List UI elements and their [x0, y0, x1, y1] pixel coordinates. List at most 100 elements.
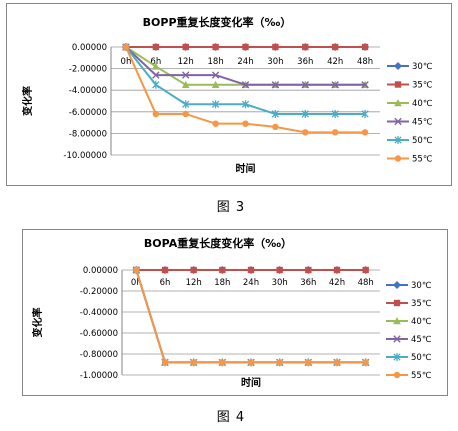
legend-marker	[394, 136, 402, 144]
y-tick-label: -0.40000	[80, 308, 118, 318]
series-6	[122, 43, 369, 136]
x-tick-label: 30h	[272, 278, 288, 288]
legend-entry: 45℃	[386, 335, 432, 345]
x-tick-label: 42h	[327, 57, 343, 67]
legend-label: 50℃	[412, 136, 433, 146]
data-point	[181, 80, 190, 88]
legend-entry: 40℃	[386, 317, 432, 327]
legend-label: 55℃	[412, 155, 433, 165]
x-tick-label: 12h	[186, 278, 202, 288]
y-tick-label: -8.00000	[69, 129, 107, 139]
data-point	[182, 43, 189, 51]
data-point	[211, 100, 220, 109]
y-tick-label: 0.00000	[83, 266, 118, 276]
series-6	[133, 266, 369, 366]
series-2	[122, 43, 369, 51]
data-point	[333, 266, 341, 274]
legend-marker	[394, 81, 402, 88]
legend-entry: 55℃	[387, 155, 433, 165]
x-tick-label: 42h	[329, 278, 345, 288]
data-point	[241, 100, 250, 109]
legend-entry: 30℃	[387, 62, 433, 72]
x-axis-title: 时间	[236, 162, 256, 175]
data-point	[302, 129, 309, 136]
y-tick-label: -2.00000	[69, 65, 107, 75]
series-2	[133, 266, 369, 274]
data-point	[271, 109, 280, 118]
chart-title: BOPA重复长度变化率（‰）	[144, 236, 292, 250]
data-point	[182, 71, 190, 79]
data-point	[212, 43, 219, 51]
legend-label: 40℃	[411, 317, 432, 327]
chart-panel-bopp: BOPP重复长度变化率（‰） 0.00000 -2.00000 -4.00000 -6.…	[6, 3, 452, 186]
data-point	[302, 43, 309, 51]
data-point	[361, 129, 369, 136]
data-point	[331, 43, 339, 51]
y-tick-label: -0.60000	[80, 329, 118, 339]
y-tick-label: -0.20000	[80, 287, 118, 297]
x-tick-label: 12h	[178, 57, 194, 67]
x-tick-label: 0h	[131, 278, 142, 288]
data-point	[152, 62, 160, 70]
x-tick-label: 18h	[214, 278, 230, 288]
data-point	[161, 359, 169, 366]
x-tick-label: 48h	[358, 278, 374, 288]
data-point	[211, 71, 220, 79]
data-point	[182, 110, 189, 118]
data-point	[152, 43, 160, 51]
data-point	[152, 80, 160, 89]
x-tick-label: 24h	[243, 278, 259, 288]
y-tick-label: 0.00000	[72, 43, 107, 53]
x-tick-label: 48h	[357, 57, 373, 67]
data-point	[247, 266, 255, 274]
data-point	[152, 71, 160, 79]
legend-label: 35℃	[411, 299, 432, 309]
legend-label: 45℃	[412, 118, 433, 128]
data-point	[211, 80, 220, 88]
x-tick-label: 36h	[297, 57, 313, 67]
legend-entry: 30℃	[386, 281, 432, 291]
legend-label: 50℃	[411, 353, 432, 363]
legend-entry: 55℃	[386, 371, 432, 381]
data-point	[242, 120, 249, 127]
legend-marker	[393, 353, 401, 361]
y-tick-label: -0.80000	[80, 350, 118, 360]
x-tick-label: 24h	[237, 57, 253, 67]
data-point	[219, 359, 226, 366]
data-point	[272, 43, 279, 51]
y-axis-title: 变化率	[31, 308, 44, 338]
legend-entry: 50℃	[386, 353, 432, 363]
data-point	[331, 109, 339, 118]
x-tick-label: 6h	[160, 278, 171, 288]
chart-panel-bopa: BOPA重复长度变化率（‰） 0.00000 -0.20000 -0.40000 -0.…	[22, 229, 448, 396]
data-point	[361, 81, 369, 89]
data-point	[247, 359, 255, 366]
legend-marker	[393, 371, 401, 379]
figure-caption-3: 图 3	[216, 200, 246, 215]
y-axis-title: 变化率	[21, 86, 34, 116]
x-tick-label: 30h	[267, 57, 283, 67]
data-point	[219, 266, 226, 274]
series-4	[122, 43, 369, 89]
bopa-line-chart: BOPA重复长度变化率（‰） 0.00000 -0.20000 -0.40000 -0.…	[31, 236, 432, 389]
data-point	[301, 109, 309, 118]
figure-caption-4: 图 4	[216, 410, 246, 425]
y-tick-label: -4.00000	[69, 86, 107, 96]
data-point	[362, 266, 369, 274]
x-tick-label: 36h	[300, 278, 316, 288]
x-tick-label: 6h	[150, 57, 161, 67]
data-point	[122, 43, 130, 51]
x-tick-label: 0h	[121, 57, 132, 67]
legend-marker	[393, 299, 401, 307]
data-point	[276, 266, 283, 274]
data-point	[331, 129, 339, 136]
legend-marker	[393, 281, 401, 289]
legend-label: 40℃	[412, 99, 433, 109]
x-tick-label: 18h	[208, 57, 224, 67]
data-point	[272, 123, 279, 131]
legend-marker	[394, 117, 402, 126]
data-point	[190, 359, 197, 366]
data-point	[305, 266, 312, 274]
legend-entry: 45℃	[387, 118, 433, 128]
data-point	[362, 359, 369, 366]
